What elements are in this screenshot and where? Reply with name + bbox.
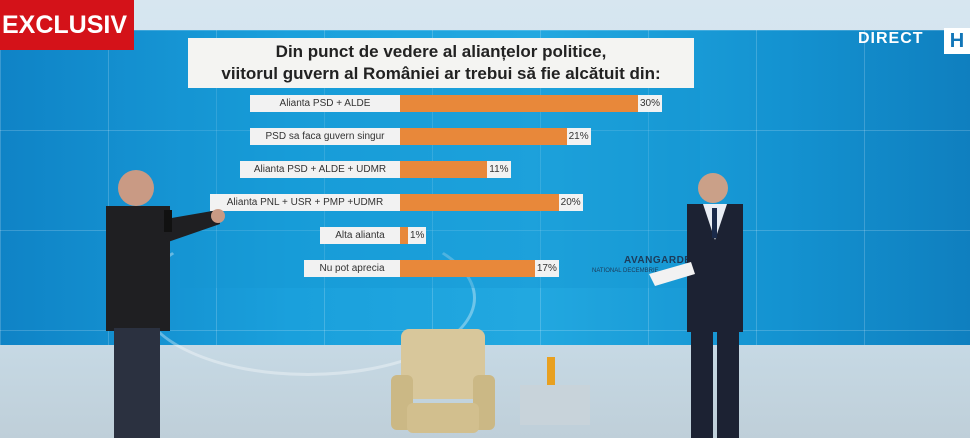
data-label: 20%	[558, 194, 583, 211]
studio-chair	[391, 329, 590, 433]
data-label: 11%	[487, 161, 511, 178]
category-label: PSD sa faca guvern singur	[250, 128, 400, 145]
bar	[400, 260, 535, 277]
hd-logo: H	[944, 28, 970, 54]
presenter-right	[649, 173, 743, 438]
chart-title: Din punct de vedere al alianțelor politi…	[188, 38, 694, 88]
bar	[400, 194, 559, 211]
bar	[400, 95, 638, 112]
direct-label: DIRECT	[858, 30, 924, 47]
data-label: 17%	[534, 260, 559, 277]
source-logo: AVANGARDE	[624, 255, 692, 266]
bar	[400, 227, 408, 244]
category-label: Alianta PSD + ALDE	[250, 95, 400, 112]
chart-panel	[180, 88, 700, 288]
category-label: Alta alianta	[320, 227, 400, 244]
data-label: 30%	[638, 95, 663, 112]
category-label: Nu pot aprecia	[304, 260, 400, 277]
bar	[400, 161, 488, 178]
category-label: Alianta PNL + USR + PMP +UDMR	[210, 194, 400, 211]
exclusive-badge: EXCLUSIV	[0, 0, 134, 50]
bar	[400, 128, 567, 145]
category-label: Alianta PSD + ALDE + UDMR	[240, 161, 400, 178]
data-label: 21%	[566, 128, 591, 145]
presenter-left	[106, 170, 225, 438]
chart-title-line1: Din punct de vedere al alianțelor politi…	[275, 42, 607, 61]
data-label: 1%	[408, 227, 427, 244]
source-subtitle: NATIONAL DECEMBRIE	[592, 268, 659, 274]
chart-title-line2: viitorul guvern al României ar trebui să…	[221, 64, 661, 83]
